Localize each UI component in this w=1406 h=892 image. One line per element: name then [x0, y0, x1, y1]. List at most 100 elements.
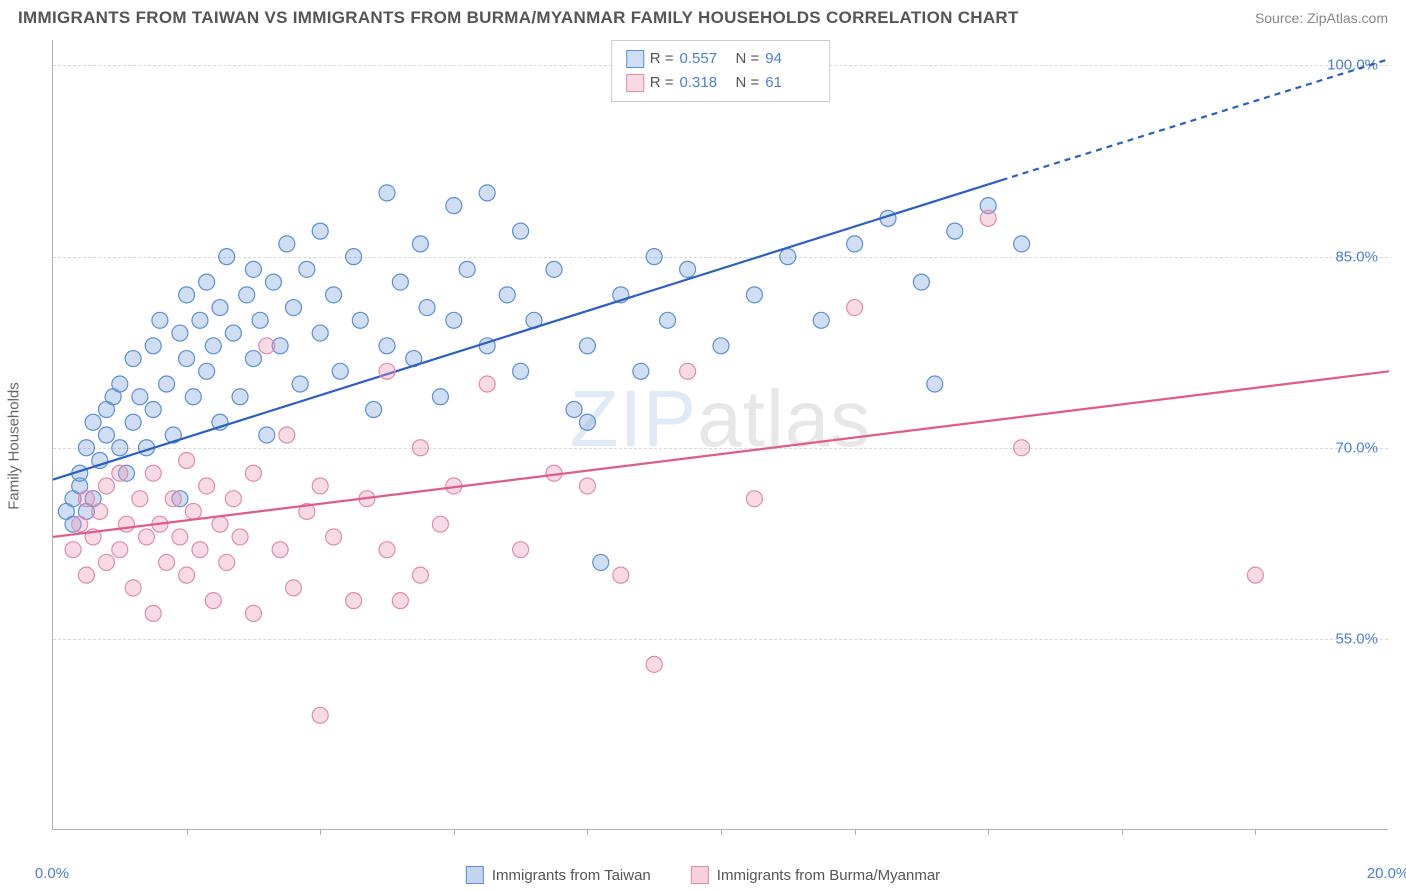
- chart-plot-area: ZIPatlas R = 0.557 N = 94 R = 0.318 N = …: [52, 40, 1388, 830]
- data-point: [239, 287, 255, 303]
- data-point: [633, 363, 649, 379]
- data-point: [265, 274, 281, 290]
- data-point: [352, 312, 368, 328]
- data-point: [713, 338, 729, 354]
- x-tick-mark: [1122, 829, 1123, 835]
- data-point: [446, 198, 462, 214]
- data-point: [152, 312, 168, 328]
- data-point: [646, 656, 662, 672]
- legend-r-label: R =: [650, 47, 674, 71]
- data-point: [159, 554, 175, 570]
- data-point: [379, 185, 395, 201]
- data-point: [579, 478, 595, 494]
- data-point: [513, 223, 529, 239]
- data-point: [259, 427, 275, 443]
- data-point: [245, 465, 261, 481]
- data-point: [172, 529, 188, 545]
- data-point: [78, 567, 94, 583]
- data-point: [412, 440, 428, 456]
- data-point: [118, 516, 134, 532]
- data-point: [279, 427, 295, 443]
- data-point: [660, 312, 676, 328]
- data-point: [419, 300, 435, 316]
- data-point: [179, 567, 195, 583]
- y-axis-label: Family Households: [6, 382, 23, 510]
- data-point: [219, 554, 235, 570]
- data-point: [285, 580, 301, 596]
- data-point: [65, 542, 81, 558]
- legend-n-label: N =: [736, 71, 760, 95]
- swatch-icon: [626, 50, 644, 68]
- data-point: [980, 210, 996, 226]
- data-point: [927, 376, 943, 392]
- data-point: [225, 325, 241, 341]
- data-point: [312, 325, 328, 341]
- data-point: [205, 593, 221, 609]
- data-point: [205, 338, 221, 354]
- data-point: [145, 605, 161, 621]
- data-point: [185, 503, 201, 519]
- data-point: [579, 338, 595, 354]
- data-point: [646, 249, 662, 265]
- data-point: [392, 593, 408, 609]
- legend-row-burma: R = 0.318 N = 61: [626, 71, 816, 95]
- data-point: [192, 542, 208, 558]
- data-point: [219, 249, 235, 265]
- data-point: [479, 185, 495, 201]
- swatch-icon: [626, 74, 644, 92]
- data-point: [780, 249, 796, 265]
- data-point: [379, 363, 395, 379]
- legend-item-taiwan: Immigrants from Taiwan: [466, 866, 651, 884]
- x-tick-mark: [1255, 829, 1256, 835]
- data-point: [746, 491, 762, 507]
- data-point: [847, 300, 863, 316]
- data-point: [412, 236, 428, 252]
- trend-line: [53, 180, 1002, 479]
- data-point: [225, 491, 241, 507]
- data-point: [446, 312, 462, 328]
- swatch-icon: [691, 866, 709, 884]
- data-point: [326, 529, 342, 545]
- data-point: [346, 249, 362, 265]
- data-point: [245, 261, 261, 277]
- data-point: [312, 707, 328, 723]
- data-point: [613, 567, 629, 583]
- data-point: [212, 300, 228, 316]
- source-label: Source: ZipAtlas.com: [1255, 10, 1388, 26]
- data-point: [245, 605, 261, 621]
- legend-label-burma: Immigrants from Burma/Myanmar: [717, 867, 940, 884]
- data-point: [379, 338, 395, 354]
- data-point: [513, 363, 529, 379]
- header-bar: IMMIGRANTS FROM TAIWAN VS IMMIGRANTS FRO…: [0, 0, 1406, 32]
- data-point: [947, 223, 963, 239]
- data-point: [499, 287, 515, 303]
- x-tick-mark: [721, 829, 722, 835]
- data-point: [112, 440, 128, 456]
- data-point: [847, 236, 863, 252]
- data-point: [185, 389, 201, 405]
- data-point: [913, 274, 929, 290]
- data-point: [98, 554, 114, 570]
- data-point: [680, 363, 696, 379]
- legend-item-burma: Immigrants from Burma/Myanmar: [691, 866, 940, 884]
- x-tick-label: 0.0%: [35, 865, 69, 882]
- legend-r-label: R =: [650, 71, 674, 95]
- data-point: [432, 389, 448, 405]
- data-point: [112, 542, 128, 558]
- data-point: [232, 529, 248, 545]
- data-point: [546, 261, 562, 277]
- data-point: [513, 542, 529, 558]
- data-point: [199, 363, 215, 379]
- data-point: [139, 529, 155, 545]
- data-point: [272, 542, 288, 558]
- x-tick-label: 20.0%: [1367, 865, 1406, 882]
- data-point: [92, 503, 108, 519]
- chart-title: IMMIGRANTS FROM TAIWAN VS IMMIGRANTS FRO…: [18, 8, 1019, 28]
- data-point: [813, 312, 829, 328]
- data-point: [172, 325, 188, 341]
- x-tick-mark: [454, 829, 455, 835]
- series-legend: Immigrants from Taiwan Immigrants from B…: [466, 866, 940, 884]
- r-value-burma: 0.318: [680, 71, 730, 95]
- data-point: [192, 312, 208, 328]
- data-point: [746, 287, 762, 303]
